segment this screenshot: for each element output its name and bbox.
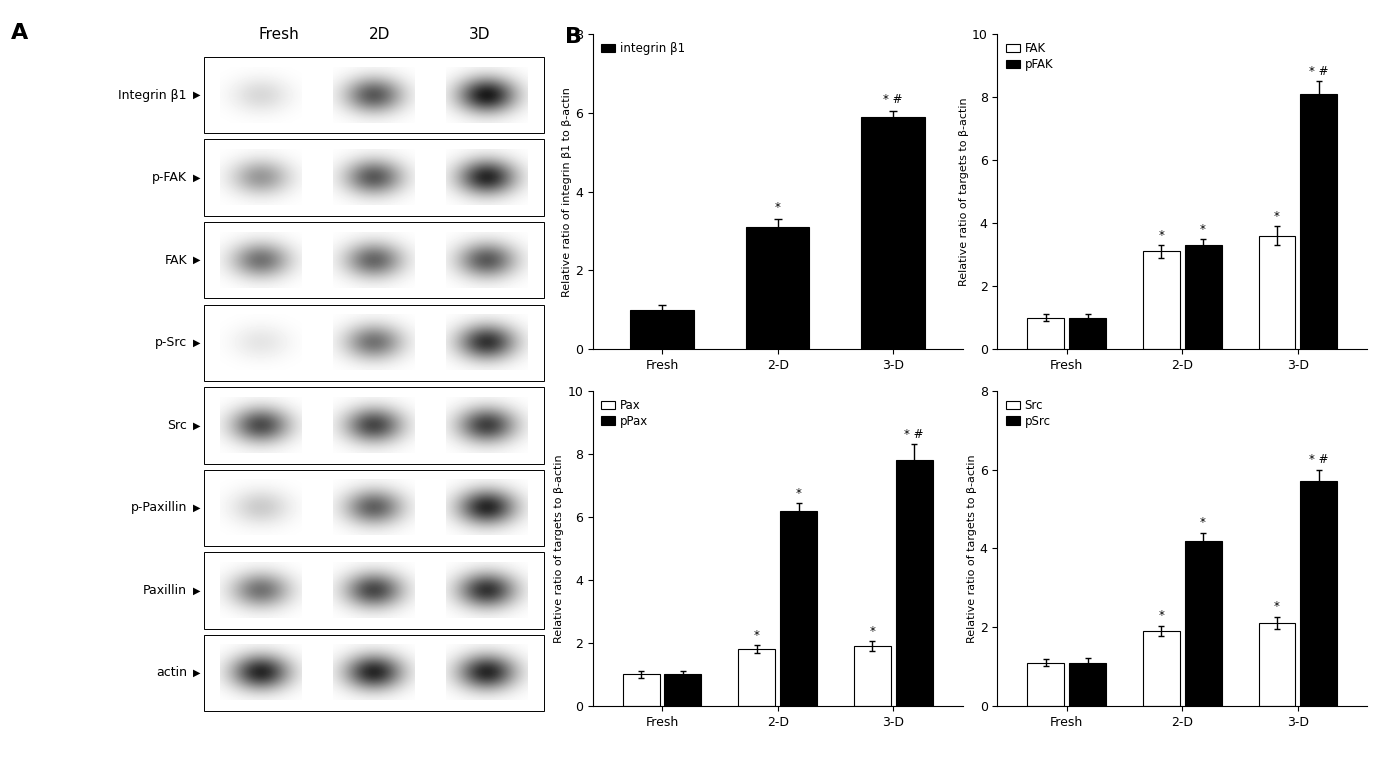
Bar <box>1300 94 1336 349</box>
Bar <box>664 674 702 706</box>
Bar <box>1069 663 1106 706</box>
Text: p-Src: p-Src <box>155 336 187 349</box>
Text: B: B <box>565 27 582 46</box>
Text: ▶: ▶ <box>194 503 201 513</box>
Bar <box>204 140 544 216</box>
Bar <box>204 57 544 134</box>
Text: Integrin β1: Integrin β1 <box>119 89 187 102</box>
Bar <box>1184 245 1222 349</box>
Y-axis label: Relative ratio of targets to β-actin: Relative ratio of targets to β-actin <box>554 454 565 643</box>
Bar <box>204 635 544 711</box>
Text: *: * <box>753 629 760 642</box>
Bar <box>204 387 544 464</box>
Bar <box>1028 663 1064 706</box>
Text: ▶: ▶ <box>194 338 201 348</box>
Text: ▶: ▶ <box>194 255 201 265</box>
Text: * #: * # <box>904 428 923 441</box>
Text: * #: * # <box>883 93 903 106</box>
Text: 3D: 3D <box>469 27 491 42</box>
Bar <box>1258 236 1296 349</box>
Text: p-Paxillin: p-Paxillin <box>131 502 187 515</box>
Bar <box>746 227 809 349</box>
Bar <box>204 470 544 546</box>
Text: ▶: ▶ <box>194 668 201 678</box>
Bar <box>204 222 544 298</box>
Text: ▶: ▶ <box>194 173 201 183</box>
Bar <box>204 552 544 628</box>
Text: *: * <box>1274 600 1281 613</box>
Bar <box>1069 317 1106 349</box>
Text: ▶: ▶ <box>194 90 201 100</box>
Text: *: * <box>1200 222 1207 236</box>
Text: p-FAK: p-FAK <box>152 172 187 184</box>
Text: ▶: ▶ <box>194 420 201 430</box>
Text: actin: actin <box>156 666 187 679</box>
Text: ▶: ▶ <box>194 585 201 595</box>
Bar <box>624 674 660 706</box>
Bar <box>854 646 891 706</box>
Legend: Src, pSrc: Src, pSrc <box>1003 397 1053 430</box>
Bar <box>1258 623 1296 706</box>
Text: *: * <box>1200 515 1207 529</box>
Bar <box>780 511 817 706</box>
Bar <box>1143 251 1180 349</box>
Bar <box>631 310 693 349</box>
Y-axis label: Relative ratio of targets to β-actin: Relative ratio of targets to β-actin <box>967 454 976 643</box>
Bar <box>862 117 925 349</box>
Y-axis label: Relative ratio of targets to β-actin: Relative ratio of targets to β-actin <box>958 97 970 286</box>
Text: A: A <box>11 23 28 43</box>
Text: FAK: FAK <box>165 254 187 266</box>
Text: * #: * # <box>1309 65 1328 78</box>
Bar <box>1143 631 1180 706</box>
Legend: Pax, pPax: Pax, pPax <box>598 397 650 430</box>
Bar <box>1028 317 1064 349</box>
Text: *: * <box>774 201 781 215</box>
Bar <box>738 649 776 706</box>
Text: *: * <box>1158 229 1165 242</box>
Text: Paxillin: Paxillin <box>142 584 187 597</box>
Legend: FAK, pFAK: FAK, pFAK <box>1003 40 1056 73</box>
Text: 2D: 2D <box>368 27 391 42</box>
Legend: integrin β1: integrin β1 <box>598 40 688 58</box>
Text: * #: * # <box>1309 452 1328 466</box>
Text: *: * <box>869 625 876 638</box>
Bar <box>896 460 932 706</box>
Bar <box>1300 481 1336 706</box>
Text: *: * <box>1274 210 1281 223</box>
Y-axis label: Relative ratio of integrin β1 to β-actin: Relative ratio of integrin β1 to β-actin <box>562 87 572 297</box>
Bar <box>1184 540 1222 706</box>
Text: *: * <box>795 487 802 499</box>
Text: *: * <box>1158 609 1165 622</box>
Text: Src: Src <box>167 419 187 432</box>
Text: Fresh: Fresh <box>258 27 300 42</box>
Bar <box>204 304 544 381</box>
